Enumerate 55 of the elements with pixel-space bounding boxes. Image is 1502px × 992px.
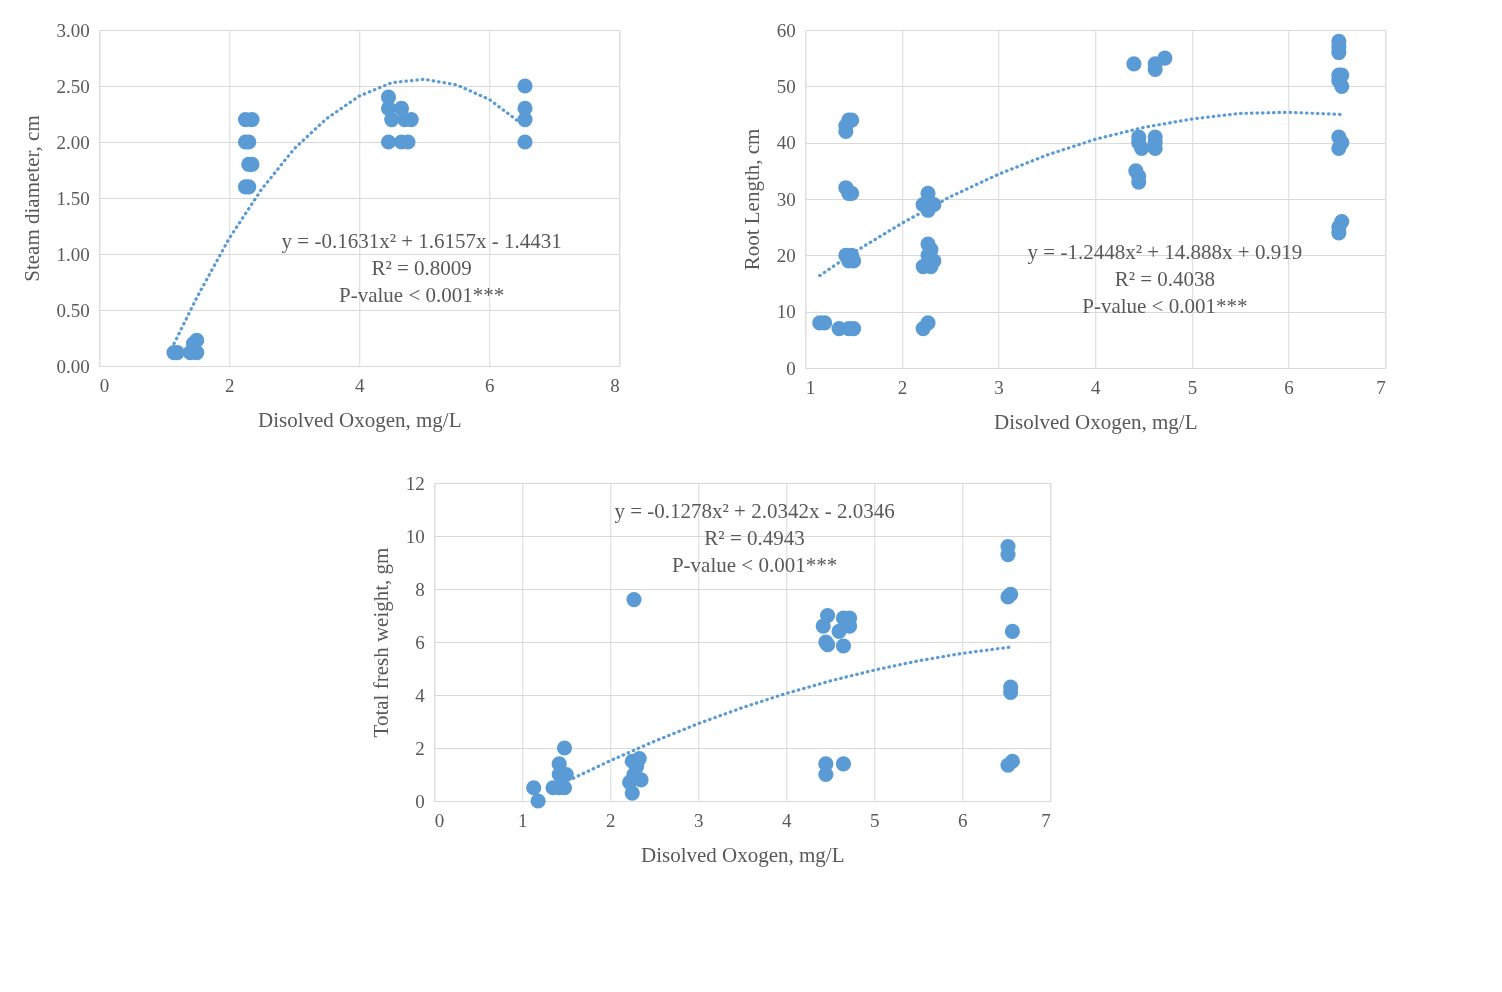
x-tick-label: 6 (958, 809, 968, 831)
y-tick-label: 30 (776, 188, 796, 210)
annotation: y = -0.1631x² + 1.6157x - 1.4431 (281, 228, 562, 253)
y-tick-label: 60 (776, 19, 796, 41)
x-tick-label: 4 (1091, 376, 1101, 398)
annotation: P-value < 0.001*** (1082, 294, 1248, 319)
y-tick-label: 2 (415, 737, 425, 759)
y-tick-label: 0 (786, 357, 796, 379)
x-tick-label: 6 (485, 374, 495, 396)
y-tick-label: 6 (415, 631, 425, 653)
y-tick-label: 0 (415, 790, 425, 812)
y-axis-title: Total fresh weight, gm (368, 547, 393, 738)
x-axis-title: Disolved Oxogen, mg/L (640, 842, 845, 867)
x-tick-label: 2 (225, 374, 235, 396)
annotation: R² = 0.4943 (704, 525, 805, 550)
y-tick-label: 10 (776, 301, 796, 323)
x-tick-label: 0 (434, 809, 445, 831)
y-tick-label: 12 (405, 472, 425, 494)
y-tick-label: 40 (776, 132, 796, 154)
annotation: R² = 0.8009 (371, 255, 472, 280)
y-tick-label: 0.00 (56, 355, 90, 377)
y-tick-label: 10 (405, 525, 425, 547)
y-tick-label: 4 (415, 684, 426, 706)
x-tick-label: 1 (518, 809, 528, 831)
y-tick-label: 3.00 (56, 19, 90, 41)
x-tick-label: 0 (99, 374, 110, 396)
y-tick-label: 1.00 (56, 243, 90, 265)
y-tick-label: 2.00 (56, 131, 90, 153)
x-tick-label: 1 (805, 376, 816, 398)
y-tick-label: 8 (415, 578, 425, 600)
y-tick-label: 20 (776, 244, 796, 266)
x-tick-label: 8 (610, 374, 620, 396)
x-tick-label: 2 (606, 809, 616, 831)
y-tick-label: 1.50 (56, 187, 90, 209)
x-tick-label: 6 (1284, 376, 1294, 398)
y-axis-title: Root Length, cm (739, 128, 764, 271)
annotation: P-value < 0.001*** (339, 282, 505, 307)
annotation: R² = 0.4038 (1114, 267, 1216, 292)
x-axis-title: Disolved Oxogen, mg/L (257, 407, 462, 432)
annotation: y = -1.2448x² + 14.888x + 0.919 (1027, 240, 1303, 265)
x-tick-label: 2 (897, 376, 908, 398)
x-tick-label: 3 (994, 376, 1004, 398)
annotation: y = -0.1278x² + 2.0342x - 2.0346 (614, 498, 895, 523)
y-tick-label: 50 (776, 75, 796, 97)
x-tick-label: 4 (355, 374, 365, 396)
y-tick-label: 0.50 (56, 299, 90, 321)
x-tick-label: 5 (1187, 376, 1198, 398)
x-tick-label: 3 (694, 809, 704, 831)
x-tick-label: 7 (1041, 809, 1051, 831)
y-axis-title: Steam diameter, cm (19, 115, 44, 282)
y-tick-label: 2.50 (56, 75, 90, 97)
x-axis-title: Disolved Oxogen, mg/L (993, 409, 1198, 434)
x-tick-label: 7 (1376, 376, 1386, 398)
annotation: P-value < 0.001*** (671, 552, 838, 577)
x-tick-label: 5 (870, 809, 880, 831)
